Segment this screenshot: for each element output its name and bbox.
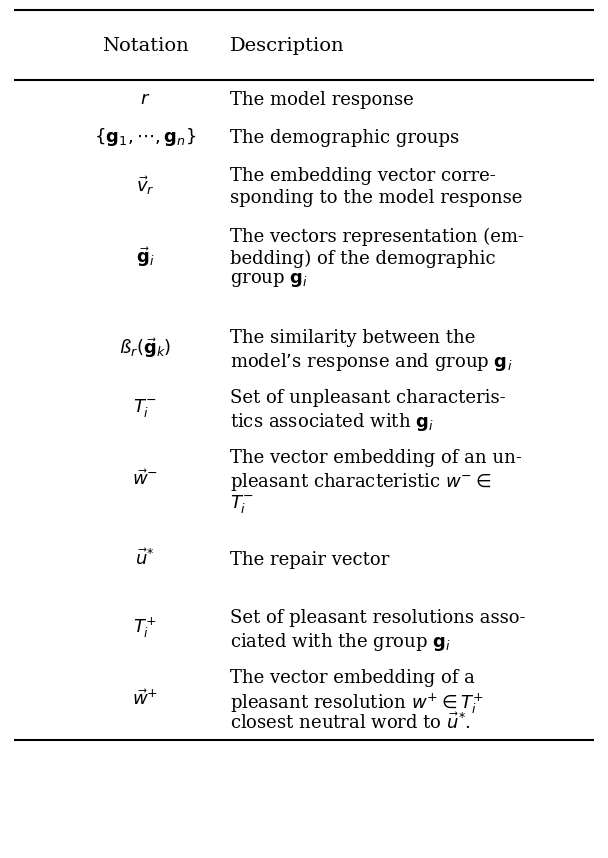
- Text: Set of pleasant resolutions asso-: Set of pleasant resolutions asso-: [230, 609, 525, 627]
- Text: The embedding vector corre-: The embedding vector corre-: [230, 167, 496, 185]
- Text: The similarity between the: The similarity between the: [230, 329, 475, 347]
- Text: $r$: $r$: [140, 90, 150, 108]
- Text: $\vec{\mathbf{g}}_i$: $\vec{\mathbf{g}}_i$: [136, 245, 154, 269]
- Text: $T_i^{+}$: $T_i^{+}$: [133, 616, 157, 640]
- Text: The vector embedding of a: The vector embedding of a: [230, 669, 475, 687]
- Text: $\vec{w}^{+}$: $\vec{w}^{+}$: [132, 689, 158, 709]
- Text: tics associated with $\mathbf{g}_i$: tics associated with $\mathbf{g}_i$: [230, 411, 434, 433]
- Text: The vector embedding of an un-: The vector embedding of an un-: [230, 450, 522, 468]
- Text: group $\mathbf{g}_i$: group $\mathbf{g}_i$: [230, 271, 308, 289]
- Text: model’s response and group $\mathbf{g}_i$: model’s response and group $\mathbf{g}_i…: [230, 351, 513, 373]
- Text: closest neutral word to $\vec{u}^{*}$.: closest neutral word to $\vec{u}^{*}$.: [230, 713, 471, 734]
- Text: The vectors representation (em-: The vectors representation (em-: [230, 227, 524, 245]
- Text: ciated with the group $\mathbf{g}_i$: ciated with the group $\mathbf{g}_i$: [230, 631, 451, 653]
- Text: Description: Description: [230, 37, 345, 55]
- Text: pleasant characteristic $w^{-} \in$: pleasant characteristic $w^{-} \in$: [230, 471, 491, 493]
- Text: Set of unpleasant characteris-: Set of unpleasant characteris-: [230, 390, 506, 408]
- Text: $T_i^{-}$: $T_i^{-}$: [133, 397, 157, 419]
- Text: bedding) of the demographic: bedding) of the demographic: [230, 250, 496, 268]
- Text: pleasant resolution $w^{+} \in T_i^{+}$: pleasant resolution $w^{+} \in T_i^{+}$: [230, 692, 484, 716]
- Text: $T_i^{-}$: $T_i^{-}$: [230, 493, 254, 516]
- Text: $\ss_r(\vec{\mathbf{g}}_k)$: $\ss_r(\vec{\mathbf{g}}_k)$: [119, 336, 171, 360]
- Text: The model response: The model response: [230, 91, 414, 109]
- Text: Notation: Notation: [102, 37, 188, 55]
- Text: The demographic groups: The demographic groups: [230, 130, 459, 148]
- Text: sponding to the model response: sponding to the model response: [230, 190, 522, 208]
- Text: $\{\mathbf{g}_1, \cdots, \mathbf{g}_n\}$: $\{\mathbf{g}_1, \cdots, \mathbf{g}_n\}$: [94, 126, 196, 148]
- Text: $\vec{w}^{-}$: $\vec{w}^{-}$: [132, 469, 158, 489]
- Text: $\vec{u}^{*}$: $\vec{u}^{*}$: [135, 549, 155, 569]
- Text: The repair vector: The repair vector: [230, 552, 389, 570]
- Text: $\vec{v}_r$: $\vec{v}_r$: [136, 174, 154, 197]
